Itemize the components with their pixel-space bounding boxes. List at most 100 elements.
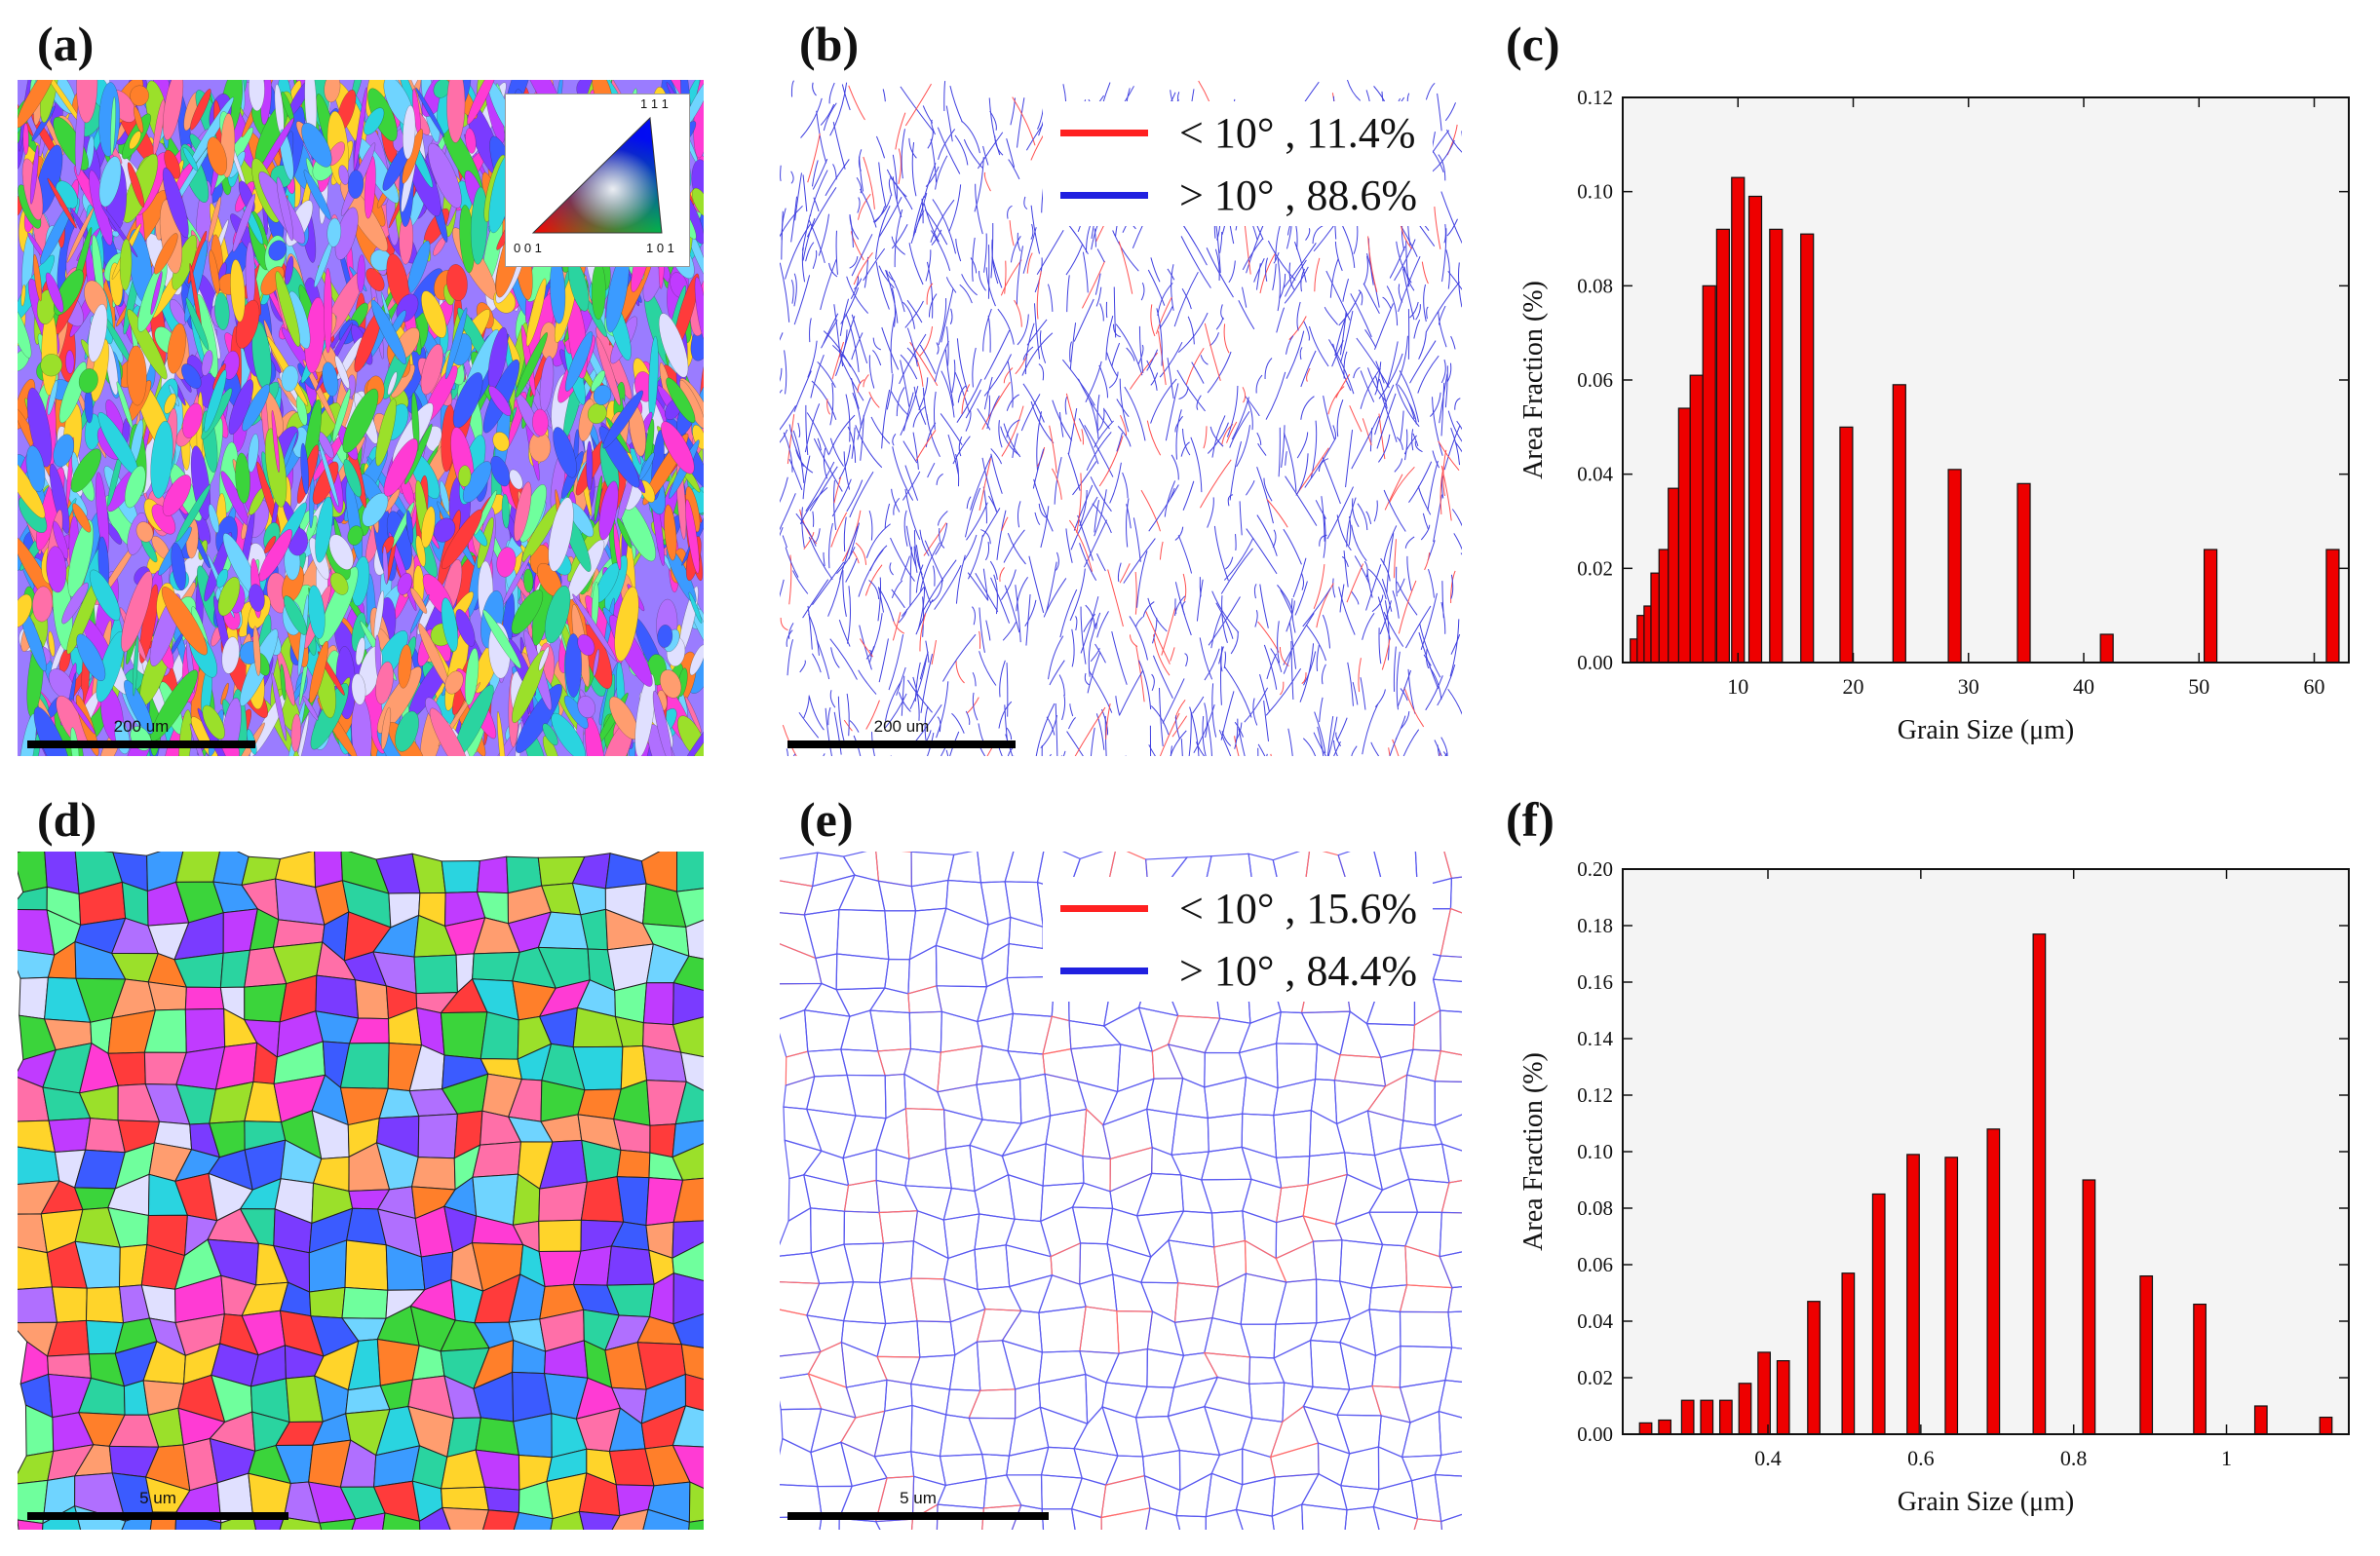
histogram-bar <box>1677 407 1692 664</box>
y-tick-label: 0.16 <box>1577 970 1613 994</box>
legend-line-icon <box>1060 129 1148 136</box>
x-tick-label: 1 <box>2221 1446 2232 1470</box>
legend-entry-high-angle: > 10° , 88.6% <box>1043 164 1433 226</box>
y-tick-label: 0.20 <box>1577 857 1613 881</box>
panel-label-a: (a) <box>37 17 95 71</box>
histogram-bar <box>1702 285 1716 664</box>
histogram-bar <box>1718 1399 1733 1435</box>
histogram-bar <box>1906 1154 1920 1435</box>
y-tick-label: 0.12 <box>1577 1083 1613 1107</box>
histogram-bar <box>1738 1383 1752 1435</box>
histogram-bar <box>1892 384 1906 664</box>
x-tick-label: 10 <box>1727 674 1748 699</box>
scalebar-b: 200 um <box>787 717 1016 752</box>
y-tick-label: 0.04 <box>1577 463 1613 486</box>
histogram-bar <box>1680 1399 1695 1435</box>
x-tick-label: 50 <box>2188 674 2209 699</box>
legend-text: > 10° , 88.6% <box>1179 171 1418 219</box>
legend-text: < 10° , 15.6% <box>1179 884 1418 932</box>
ebsd-ipf-map-d <box>18 852 704 1530</box>
histogram-bar <box>1841 1272 1856 1435</box>
legend-entry-high-angle: > 10° , 84.4% <box>1043 939 1433 1002</box>
y-axis-label: Area Fraction (%) <box>1518 281 1549 479</box>
y-tick-label: 0.08 <box>1577 1196 1613 1220</box>
histogram-bar <box>1747 195 1763 664</box>
scalebar-line <box>27 1512 288 1520</box>
legend-line-icon <box>1060 967 1148 974</box>
y-tick-label: 0.02 <box>1577 556 1613 580</box>
scalebar-label: 200 um <box>113 717 170 736</box>
histogram-bar <box>2325 549 2340 664</box>
plot-area <box>1623 869 2349 1434</box>
panel-label-d: (d) <box>37 792 97 847</box>
y-tick-label: 0.06 <box>1577 368 1613 392</box>
x-tick-label: 20 <box>1843 674 1864 699</box>
histogram-bar <box>2032 933 2047 1435</box>
histogram-bar <box>2099 633 2114 664</box>
histogram-bar <box>2203 549 2218 664</box>
legend-line-icon <box>1060 191 1148 199</box>
histogram-bar <box>2319 1416 2333 1435</box>
x-tick-label: 60 <box>2304 674 2325 699</box>
scalebar-label: 5 um <box>139 1489 176 1507</box>
histogram-bar <box>2082 1179 2096 1435</box>
histogram-bar <box>2016 482 2031 664</box>
histogram-bar <box>1638 1422 1653 1435</box>
y-tick-label: 0.02 <box>1577 1366 1613 1389</box>
ipf-label-101: 1 0 1 <box>646 241 674 255</box>
scalebar-line <box>787 1512 1049 1520</box>
y-tick-label: 0.04 <box>1577 1309 1613 1333</box>
histogram-chart-f: 0.00 0.02 0.04 0.06 0.08 0.10 0.12 0.14 0.16 0.18… <box>1491 850 2368 1551</box>
scalebar-label: 200 um <box>873 717 930 736</box>
y-tick-label: 0.14 <box>1577 1027 1613 1050</box>
panel-label-e: (e) <box>799 792 854 847</box>
histogram-bar <box>1986 1128 2001 1435</box>
histogram-bar <box>1776 1359 1790 1435</box>
scalebar-e: 5 um <box>787 1489 1049 1524</box>
scalebar-label: 5 um <box>900 1489 937 1507</box>
histogram-bar <box>1731 176 1746 664</box>
histogram-bar <box>1658 1419 1672 1435</box>
misorientation-legend-b: < 10° , 11.4% > 10° , 88.6% <box>1043 101 1433 226</box>
legend-entry-low-angle: < 10° , 11.4% <box>1043 101 1433 164</box>
y-axis-label: Area Fraction (%) <box>1518 1052 1549 1251</box>
y-tick-label: 0.00 <box>1577 1423 1613 1446</box>
panel-label-b: (b) <box>799 17 860 71</box>
histogram-chart-c: 0.00 0.02 0.04 0.06 0.08 0.10 0.12 10 20 30 40 50 60… <box>1491 78 2368 779</box>
scalebar-d: 5 um <box>27 1489 288 1524</box>
legend-text: < 10° , 11.4% <box>1179 108 1416 157</box>
histogram-bar <box>1944 1157 1959 1435</box>
x-axis-label: Grain Size (μm) <box>1898 715 2074 745</box>
y-tick-label: 0.18 <box>1577 914 1613 937</box>
histogram-svg-f: 0.00 0.02 0.04 0.06 0.08 0.10 0.12 0.14 0.16 0.18… <box>1518 857 2350 1517</box>
scalebar-line <box>787 740 1016 748</box>
histogram-bar <box>1871 1193 1886 1435</box>
histogram-bar <box>1800 233 1815 664</box>
ipf-label-111: 1 1 1 <box>640 96 669 111</box>
y-tick-label: 0.10 <box>1577 1140 1613 1163</box>
histogram-bar <box>1757 1351 1771 1435</box>
scalebar-a: 200 um <box>27 717 255 752</box>
x-tick-label: 0.4 <box>1754 1446 1782 1470</box>
x-tick-label: 40 <box>2073 674 2094 699</box>
histogram-bar <box>1700 1399 1714 1435</box>
histogram-bar <box>2193 1304 2207 1435</box>
y-tick-label: 0.12 <box>1577 86 1613 109</box>
scalebar-line <box>27 740 255 748</box>
panel-label-c: (c) <box>1506 17 1560 71</box>
legend-line-icon <box>1060 904 1148 912</box>
y-tick-label: 0.00 <box>1577 651 1613 674</box>
x-tick-label: 0.6 <box>1907 1446 1935 1470</box>
x-tick-label: 0.8 <box>2060 1446 2088 1470</box>
x-axis-label: Grain Size (μm) <box>1898 1487 2074 1517</box>
ebsd-ipf-map-a <box>18 80 704 756</box>
histogram-bar <box>1689 374 1704 664</box>
histogram-bar <box>1769 228 1784 664</box>
ipf-color-key: 1 1 1 0 0 1 1 0 1 <box>505 94 690 267</box>
misorientation-legend-e: < 10° , 15.6% > 10° , 84.4% <box>1043 877 1433 1002</box>
histogram-bar <box>1839 426 1854 664</box>
ipf-triangle-icon <box>531 116 663 234</box>
y-tick-label: 0.10 <box>1577 180 1613 204</box>
histogram-bar <box>1715 228 1730 664</box>
y-tick-label: 0.06 <box>1577 1253 1613 1276</box>
